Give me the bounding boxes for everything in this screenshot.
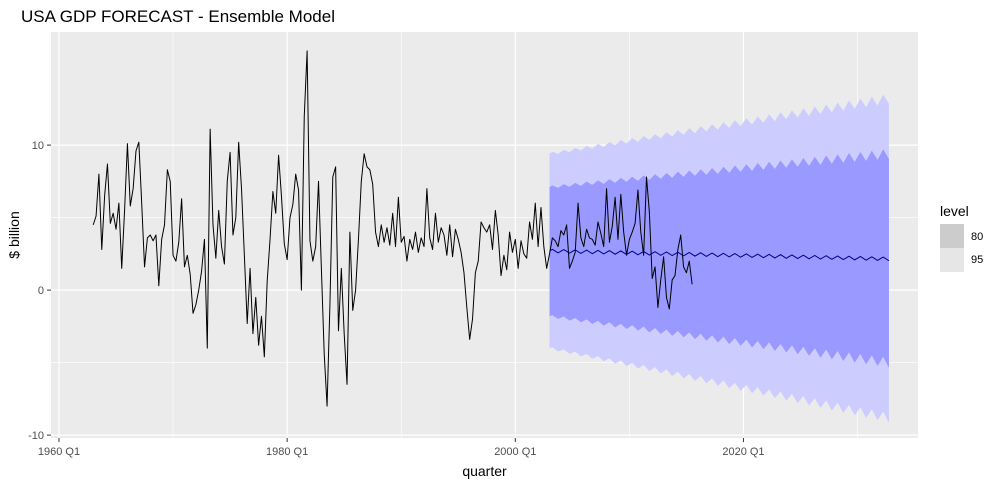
x-axis: 1960 Q1 1980 Q1 2000 Q1 2020 Q1 (38, 438, 765, 458)
band-80 (549, 149, 889, 368)
chart-title: USA GDP FORECAST - Ensemble Model (21, 7, 335, 26)
x-axis-title: quarter (462, 463, 507, 479)
legend: level 80 95 (940, 203, 983, 272)
y-tick-label: -10 (28, 430, 44, 442)
forecast-mean-line (549, 248, 890, 262)
forecast-bands (549, 94, 889, 423)
y-tick-label: 10 (32, 140, 44, 152)
series-lines (92, 50, 890, 407)
y-axis-title: $ billion (6, 211, 22, 258)
x-tick-label: 2000 Q1 (494, 446, 536, 458)
legend-title: level (940, 203, 969, 219)
x-tick-label: 1960 Q1 (38, 446, 80, 458)
y-axis: -10 0 10 (28, 140, 51, 442)
legend-key-80 (940, 224, 964, 248)
legend-label-95: 95 (971, 254, 983, 266)
legend-label-80: 80 (971, 231, 983, 243)
history-line (92, 50, 693, 407)
y-tick-label: 0 (38, 285, 44, 297)
x-tick-label: 2020 Q1 (722, 446, 764, 458)
legend-key-95 (940, 248, 964, 272)
x-tick-label: 1980 Q1 (266, 446, 308, 458)
